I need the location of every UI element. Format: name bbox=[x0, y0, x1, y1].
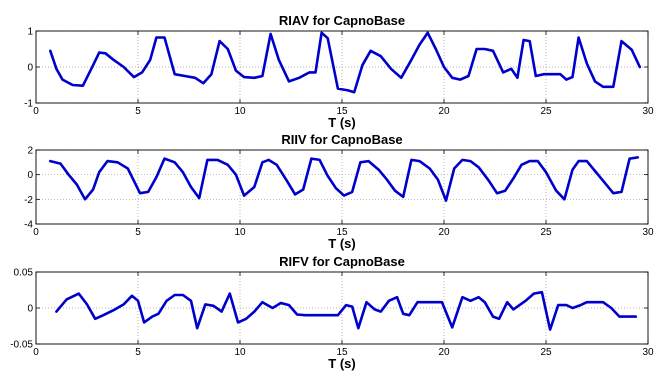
y-tick-label: 0.05 bbox=[14, 268, 34, 279]
axes-frame bbox=[35, 149, 649, 225]
y-tick-label: 0 bbox=[27, 63, 33, 74]
x-tick-label: 0 bbox=[33, 347, 39, 358]
x-tick-label: 25 bbox=[540, 347, 552, 358]
x-axis-label: T (s) bbox=[328, 236, 355, 251]
x-tick-label: 10 bbox=[234, 347, 246, 358]
y-tick-label: 2 bbox=[27, 146, 33, 157]
x-tick-label: 0 bbox=[33, 106, 39, 117]
x-tick-label: 15 bbox=[336, 106, 348, 117]
x-tick-label: 25 bbox=[540, 106, 552, 117]
x-axis-label: T (s) bbox=[328, 115, 355, 130]
axes-frame bbox=[35, 271, 649, 345]
x-tick-label: 0 bbox=[33, 227, 39, 238]
x-tick-label: 20 bbox=[438, 106, 450, 117]
x-tick-label: 20 bbox=[438, 347, 450, 358]
x-tick-label: 25 bbox=[540, 227, 552, 238]
x-tick-label: 5 bbox=[135, 347, 141, 358]
chart-panel-2: 0 5 10 15 20 25 30 -4 -2 0 2 RIIV for CapnoBase T (s… bbox=[24, 132, 654, 251]
y-tick-label: 0 bbox=[27, 304, 33, 315]
y-tick-label: 0 bbox=[27, 170, 33, 181]
chart-title: RIIV for CapnoBase bbox=[281, 132, 402, 147]
y-tick-label: -0.05 bbox=[10, 340, 33, 351]
x-tick-label: 30 bbox=[642, 227, 654, 238]
y-tick-label: -4 bbox=[24, 220, 33, 231]
x-tick-label: 30 bbox=[642, 347, 654, 358]
chart-title: RIFV for CapnoBase bbox=[279, 254, 405, 269]
x-tick-label: 30 bbox=[642, 106, 654, 117]
x-tick-label: 5 bbox=[135, 106, 141, 117]
series-line-1 bbox=[48, 156, 640, 202]
x-tick-label: 10 bbox=[234, 227, 246, 238]
x-tick-label: 5 bbox=[135, 227, 141, 238]
x-tick-label: 10 bbox=[234, 106, 246, 117]
x-axis-label: T (s) bbox=[328, 356, 355, 371]
chart-title: RIAV for CapnoBase bbox=[279, 13, 405, 28]
x-tick-label: 15 bbox=[336, 347, 348, 358]
y-tick-label: -2 bbox=[24, 195, 33, 206]
y-tick-label: 1 bbox=[27, 27, 33, 38]
y-tick-label: -1 bbox=[24, 99, 33, 110]
series-line-1 bbox=[55, 290, 638, 331]
x-tick-label: 15 bbox=[336, 227, 348, 238]
series-line-1 bbox=[48, 31, 642, 94]
x-tick-label: 20 bbox=[438, 227, 450, 238]
axes-frame bbox=[35, 30, 649, 104]
